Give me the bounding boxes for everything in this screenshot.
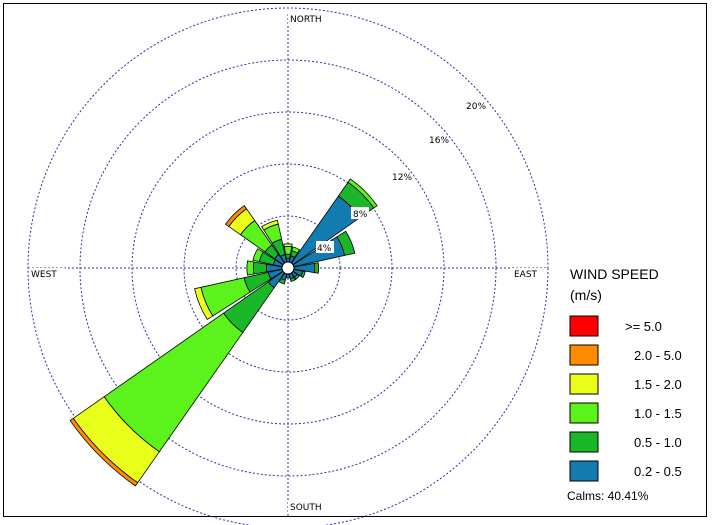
legend-swatch-3 bbox=[569, 402, 599, 424]
petal-0-segment-2 bbox=[283, 246, 293, 255]
legend-label-0: >= 5.0 bbox=[625, 319, 662, 334]
legend: WIND SPEED (m/s) >= 5.0 2.0 - 5.0 1.5 - 2.… bbox=[567, 266, 682, 503]
legend-swatch-0 bbox=[569, 315, 599, 337]
ring-label-bg-4 bbox=[316, 241, 334, 253]
petal-1-segment-2 bbox=[291, 246, 301, 254]
petal-15-segment-3 bbox=[261, 219, 279, 231]
petal-0-segment-1 bbox=[285, 253, 291, 259]
ring-label-12: 12% bbox=[392, 173, 412, 183]
petal-5-segment-1 bbox=[300, 270, 306, 279]
west-label-bg bbox=[29, 268, 65, 279]
legend-title: WIND SPEED bbox=[570, 266, 659, 282]
petal-9-segment-1 bbox=[278, 277, 286, 285]
petal-7-segment-1 bbox=[289, 276, 296, 282]
ring-label-20: 20% bbox=[466, 102, 486, 112]
petal-14-segment-4 bbox=[225, 205, 248, 228]
petal-13-segment-2 bbox=[252, 248, 264, 263]
east-label-bg bbox=[512, 268, 546, 279]
north-label: NORTH bbox=[290, 15, 322, 25]
legend-swatch-4 bbox=[569, 431, 599, 453]
west-label: WEST bbox=[31, 270, 57, 280]
calms-label: Calms: 40.41% bbox=[567, 489, 649, 503]
east-label: EAST bbox=[514, 270, 538, 280]
legend-label-3: 1.0 - 1.5 bbox=[634, 406, 682, 421]
petal-10-segment-4 bbox=[69, 417, 139, 487]
legend-unit: (m/s) bbox=[570, 287, 602, 303]
south-label: SOUTH bbox=[290, 503, 322, 513]
legend-label-1: 2.0 - 5.0 bbox=[634, 348, 682, 363]
petal-6-segment-1 bbox=[293, 273, 300, 280]
ring-label-4: 4% bbox=[317, 244, 332, 254]
legend-label-2: 1.5 - 2.0 bbox=[634, 377, 682, 392]
petals-group bbox=[69, 178, 378, 487]
legend-swatch-5 bbox=[569, 460, 599, 482]
legend-swatch-1 bbox=[569, 344, 599, 366]
petal-2-segment-2 bbox=[347, 178, 378, 209]
legend-swatch-2 bbox=[569, 373, 599, 395]
ring-label-8: 8% bbox=[353, 210, 368, 220]
ring-label-16: 16% bbox=[429, 136, 449, 146]
legend-label-5: 0.2 - 0.5 bbox=[634, 464, 682, 479]
legend-label-4: 0.5 - 1.0 bbox=[634, 435, 682, 450]
petal-11-segment-3 bbox=[194, 286, 214, 320]
petal-3-segment-1 bbox=[336, 230, 356, 256]
petal-12-segment-1 bbox=[253, 261, 268, 275]
north-label-bg bbox=[288, 13, 328, 24]
south-label-bg bbox=[288, 501, 328, 512]
petal-12-segment-2 bbox=[246, 260, 255, 276]
ring-label-bg-8 bbox=[351, 207, 369, 219]
calm-center bbox=[281, 261, 295, 275]
petal-4-segment-1 bbox=[313, 262, 320, 274]
petal-0-segment-3 bbox=[283, 243, 293, 248]
legend-items: >= 5.0 2.0 - 5.0 1.5 - 2.0 1.0 - 1.5 0.5 - 1… bbox=[569, 315, 682, 482]
